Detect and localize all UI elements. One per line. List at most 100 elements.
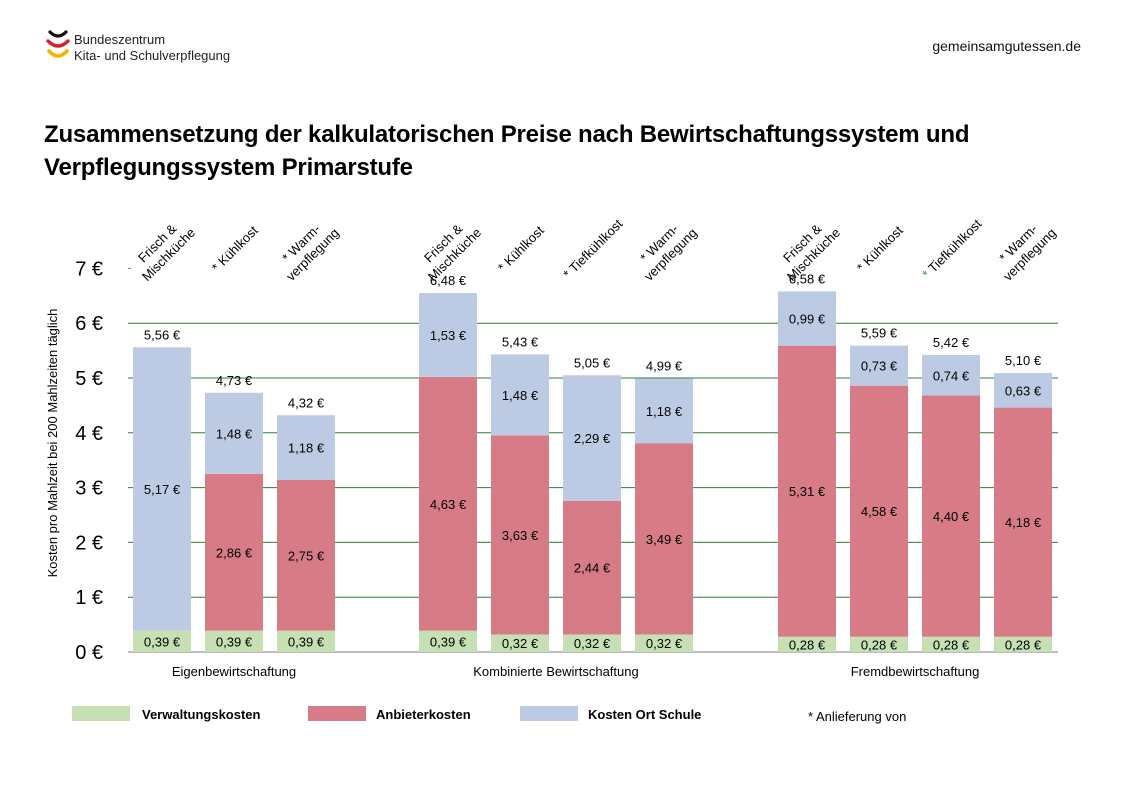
category-label: * Tiefkühlkost: [560, 216, 626, 282]
bar-segment-admin: [563, 634, 621, 652]
provider-value-label: 4,63 €: [430, 497, 467, 512]
school-value-label: 0,99 €: [789, 312, 826, 327]
delivery-star-icon: *: [919, 265, 936, 282]
logo-line-2: Kita- und Schulverpflegung: [74, 48, 231, 63]
provider-value-label: 5,31 €: [789, 484, 826, 499]
category-label-line: * Kühlkost: [854, 223, 906, 275]
chart-title-line-2: Verpflegungssystem Primarstufe: [44, 154, 413, 181]
bar-segment-school: [133, 347, 191, 631]
chart-title-line-1: Zusammensetzung der kalkulatorischen Pre…: [44, 121, 970, 148]
admin-value-label: 0,39 €: [216, 634, 253, 649]
y-tick-label: 6 €: [75, 313, 103, 335]
school-value-label: 1,18 €: [288, 441, 325, 456]
site-link[interactable]: gemeinsamgutessen.de: [932, 38, 1081, 54]
category-label: * Kühlkost: [495, 223, 547, 275]
provider-value-label: 4,58 €: [861, 504, 898, 519]
total-value-label: 6,48 €: [430, 273, 467, 288]
bar-segment-admin: [922, 636, 980, 652]
group-label: Eigenbewirtschaftung: [172, 664, 296, 679]
school-value-label: 0,73 €: [861, 359, 898, 374]
bar-segment-provider: [419, 376, 477, 631]
delivery-note: * Anlieferung von: [808, 709, 907, 724]
admin-value-label: 0,39 €: [430, 634, 467, 649]
school-value-label: 5,17 €: [144, 482, 181, 497]
school-value-label: 0,63 €: [1005, 383, 1042, 398]
bar-segment-admin: [994, 636, 1052, 652]
provider-value-label: 3,49 €: [646, 532, 683, 547]
y-tick-label: 2 €: [75, 532, 103, 554]
bar-segment-provider: [850, 385, 908, 637]
bar-segment-provider: [994, 407, 1052, 637]
legend-swatch-school: [520, 706, 578, 721]
bar-segment-school: [491, 354, 549, 436]
bar-segment-admin: [778, 636, 836, 652]
delivery-star-icon: *: [854, 258, 871, 275]
category-label: * Warm-verpflegung: [630, 214, 700, 284]
category-label: * Warm-verpflegung: [272, 214, 342, 284]
bar-segment-school: [850, 345, 908, 386]
admin-value-label: 0,39 €: [288, 634, 325, 649]
bar-segment-school: [635, 378, 693, 444]
bar-segment-admin: [491, 634, 549, 652]
bar-segment-admin: [133, 630, 191, 652]
bar-segment-school: [205, 392, 263, 474]
bar-segment-admin: [850, 636, 908, 652]
admin-value-label: 0,39 €: [144, 634, 181, 649]
school-value-label: 2,29 €: [574, 431, 611, 446]
legend-label-school: Kosten Ort Schule: [588, 707, 702, 722]
y-tick-label: 5 €: [75, 368, 103, 390]
school-value-label: 1,48 €: [502, 388, 539, 403]
bar-segment-school: [563, 375, 621, 501]
bar-segment-provider: [778, 345, 836, 637]
legend-label-admin: Verwaltungskosten: [142, 707, 261, 722]
delivery-star-icon: *: [209, 258, 226, 275]
bar-segment-school: [778, 291, 836, 346]
category-label-line: * Kühlkost: [495, 223, 547, 275]
legend-swatch-admin: [72, 706, 130, 721]
admin-value-label: 0,28 €: [1005, 637, 1042, 652]
delivery-star-icon: *: [560, 265, 577, 282]
bar-segment-provider: [491, 435, 549, 635]
total-value-label: 5,43 €: [502, 334, 539, 349]
bar-segment-provider: [277, 479, 335, 631]
bar-segment-school: [419, 293, 477, 377]
y-tick-label: 7 €: [75, 258, 103, 280]
admin-value-label: 0,28 €: [861, 637, 898, 652]
group-label: Kombinierte Bewirtschaftung: [473, 664, 638, 679]
provider-value-label: 2,44 €: [574, 561, 611, 576]
school-value-label: 0,74 €: [933, 368, 970, 383]
provider-value-label: 4,40 €: [933, 509, 970, 524]
bzk-logo: Bundeszentrum Kita- und Schulverpflegung: [46, 30, 246, 70]
category-label-line: * Kühlkost: [209, 223, 261, 275]
total-value-label: 5,59 €: [861, 326, 898, 341]
y-tick-label: 4 €: [75, 423, 103, 445]
bar-segment-admin: [205, 630, 263, 652]
bar-segment-admin: [277, 630, 335, 652]
y-tick-label: 3 €: [75, 478, 103, 500]
bar-segment-admin: [635, 634, 693, 652]
bar-segment-school: [922, 354, 980, 396]
bar-segment-provider: [922, 395, 980, 637]
category-label-line: * Tiefkühlkost: [919, 216, 985, 282]
total-value-label: 6,58 €: [789, 271, 826, 286]
legend-label-provider: Anbieterkosten: [376, 707, 471, 722]
total-value-label: 5,42 €: [933, 335, 970, 350]
delivery-star-icon: *: [495, 258, 512, 275]
school-value-label: 1,18 €: [646, 404, 683, 419]
total-value-label: 4,32 €: [288, 395, 325, 410]
category-label: * Kühlkost: [209, 223, 261, 275]
y-tick-label: 0 €: [75, 642, 103, 664]
total-value-label: 5,10 €: [1005, 353, 1042, 368]
provider-value-label: 2,86 €: [216, 545, 253, 560]
category-label: Frisch &Mischküche: [128, 214, 198, 284]
total-value-label: 5,05 €: [574, 355, 611, 370]
bar-segment-provider: [635, 443, 693, 635]
admin-value-label: 0,32 €: [574, 636, 611, 651]
group-label: Fremdbewirtschaftung: [851, 664, 980, 679]
logo-line-1: Bundeszentrum: [74, 32, 166, 47]
bar-segment-admin: [419, 630, 477, 652]
admin-value-label: 0,28 €: [789, 637, 826, 652]
admin-value-label: 0,28 €: [933, 637, 970, 652]
bar-segment-provider: [205, 473, 263, 631]
